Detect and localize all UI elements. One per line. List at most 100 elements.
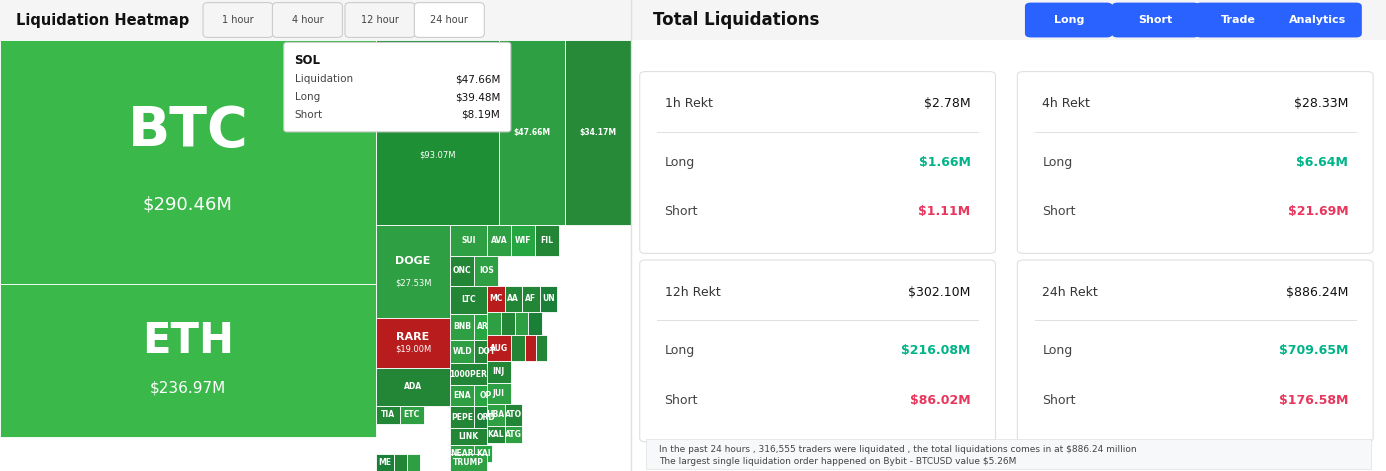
Text: $28.33M: $28.33M xyxy=(1295,97,1349,110)
Text: PEPE: PEPE xyxy=(452,413,473,422)
FancyBboxPatch shape xyxy=(1017,72,1374,253)
Text: ATG: ATG xyxy=(505,430,521,439)
Text: DOT: DOT xyxy=(477,347,495,356)
Text: ORD: ORD xyxy=(477,413,496,422)
Text: $34.17M: $34.17M xyxy=(579,128,617,137)
Bar xyxy=(511,335,525,361)
Text: SUI: SUI xyxy=(462,236,475,245)
Text: KAI: KAI xyxy=(475,449,491,458)
Text: $47.66M: $47.66M xyxy=(514,128,550,137)
Text: 24 hour: 24 hour xyxy=(431,15,468,25)
Text: 12 hour: 12 hour xyxy=(360,15,399,25)
Text: 12h Rekt: 12h Rekt xyxy=(665,285,721,299)
Text: Total Liquidations: Total Liquidations xyxy=(653,11,819,29)
Bar xyxy=(376,225,450,318)
Text: $1.11M: $1.11M xyxy=(919,205,970,219)
Bar xyxy=(535,225,559,255)
Bar xyxy=(539,286,557,311)
Text: $8.19M: $8.19M xyxy=(462,110,500,120)
Text: 4 hour: 4 hour xyxy=(291,15,323,25)
Bar xyxy=(474,314,492,340)
FancyBboxPatch shape xyxy=(1274,3,1362,38)
Text: AR: AR xyxy=(477,322,489,331)
Text: ETH: ETH xyxy=(141,320,234,362)
Bar xyxy=(631,0,1386,40)
FancyBboxPatch shape xyxy=(1195,3,1282,38)
Text: Long: Long xyxy=(1053,15,1084,25)
Text: In the past 24 hours , 316,555 traders were liquidated , the total liquidations : In the past 24 hours , 316,555 traders w… xyxy=(660,445,1137,454)
Text: ATO: ATO xyxy=(505,410,523,420)
FancyBboxPatch shape xyxy=(284,42,511,132)
Bar xyxy=(0,40,376,284)
Text: UN: UN xyxy=(542,294,554,303)
Bar xyxy=(486,382,511,404)
FancyBboxPatch shape xyxy=(204,3,273,38)
Text: WIF: WIF xyxy=(514,236,531,245)
Text: 4h Rekt: 4h Rekt xyxy=(1042,97,1091,110)
Bar xyxy=(486,426,505,443)
Bar xyxy=(450,225,486,255)
Bar xyxy=(505,426,523,443)
Text: Short: Short xyxy=(294,110,323,120)
Text: MC: MC xyxy=(489,294,502,303)
Text: FIL: FIL xyxy=(541,236,553,245)
Bar xyxy=(486,225,511,255)
Text: ME: ME xyxy=(378,458,391,467)
Text: 1 hour: 1 hour xyxy=(222,15,254,25)
Text: Short: Short xyxy=(1138,15,1173,25)
Text: $19.00M: $19.00M xyxy=(395,344,431,353)
Text: BNB: BNB xyxy=(453,322,471,331)
Bar xyxy=(450,286,486,314)
Text: INJ: INJ xyxy=(492,367,505,376)
Bar xyxy=(525,335,536,361)
Bar xyxy=(399,406,424,423)
Text: $47.66M: $47.66M xyxy=(455,74,500,84)
Text: $709.65M: $709.65M xyxy=(1279,344,1349,357)
Text: HBA: HBA xyxy=(486,410,505,420)
Text: $2.78M: $2.78M xyxy=(924,97,970,110)
Bar xyxy=(499,40,565,225)
Bar xyxy=(474,385,498,406)
Bar xyxy=(486,404,505,426)
FancyBboxPatch shape xyxy=(640,72,995,253)
Text: $1.66M: $1.66M xyxy=(919,156,970,169)
Text: $93.07M: $93.07M xyxy=(420,150,456,159)
Bar xyxy=(565,40,631,225)
Text: Long: Long xyxy=(665,344,694,357)
Text: Long: Long xyxy=(665,156,694,169)
Text: OP: OP xyxy=(480,391,492,400)
Bar xyxy=(450,255,474,286)
Text: Liquidation Heatmap: Liquidation Heatmap xyxy=(15,13,188,27)
Text: Short: Short xyxy=(1042,394,1076,407)
Text: $176.58M: $176.58M xyxy=(1279,394,1349,407)
Text: Analytics: Analytics xyxy=(1289,15,1347,25)
Bar xyxy=(450,363,486,385)
Text: Long: Long xyxy=(1042,156,1073,169)
Bar xyxy=(450,406,474,428)
Text: BTC: BTC xyxy=(128,104,248,158)
Text: RARE: RARE xyxy=(396,332,430,342)
Bar xyxy=(500,311,514,335)
Text: $27.53M: $27.53M xyxy=(395,278,431,287)
Bar xyxy=(646,439,1371,469)
Text: KAL: KAL xyxy=(488,430,505,439)
Text: $216.08M: $216.08M xyxy=(901,344,970,357)
FancyBboxPatch shape xyxy=(1112,3,1199,38)
FancyBboxPatch shape xyxy=(273,3,342,38)
Text: ONC: ONC xyxy=(453,266,471,275)
Bar xyxy=(536,335,547,361)
Text: IOS: IOS xyxy=(478,266,493,275)
Bar xyxy=(407,454,420,471)
Bar xyxy=(528,311,542,335)
FancyBboxPatch shape xyxy=(640,260,995,442)
Text: $236.97M: $236.97M xyxy=(150,381,226,396)
Text: Short: Short xyxy=(665,394,699,407)
Text: NEAR: NEAR xyxy=(450,449,474,458)
Text: Liquidation: Liquidation xyxy=(294,74,352,84)
Text: Long: Long xyxy=(294,92,320,102)
Bar xyxy=(376,367,450,406)
Text: 1000PER: 1000PER xyxy=(449,370,488,379)
Text: JUI: JUI xyxy=(493,389,505,398)
Text: Short: Short xyxy=(665,205,699,219)
Text: $21.69M: $21.69M xyxy=(1288,205,1349,219)
